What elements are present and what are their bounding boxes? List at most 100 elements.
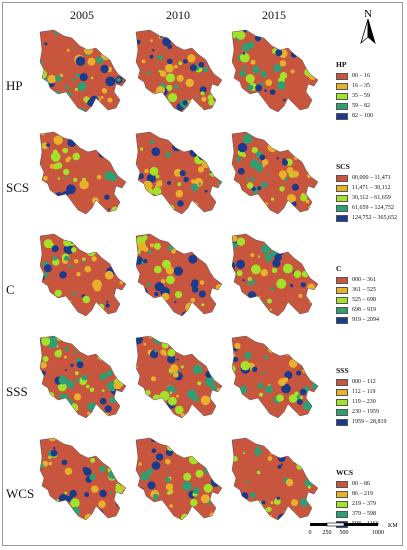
scale-bar: 0 250 500 1000 KM <box>309 522 398 536</box>
legend-item: 59 – 82 <box>336 101 373 111</box>
legend-item: 16 – 35 <box>336 81 373 91</box>
legend-item: 30,112 – 61,659 <box>336 193 397 203</box>
scale-label-500: 500 <box>340 530 349 536</box>
legend-sss: SSS 000 – 112 112 – 119 119 – 230 230 – 1959… <box>336 366 387 427</box>
row-label-scs: SCS <box>6 180 30 195</box>
map-c-2010 <box>135 233 223 317</box>
legend-swatch <box>336 286 348 294</box>
map-hp-2005 <box>39 29 127 113</box>
legend-item: 230 – 1959 <box>336 407 387 417</box>
map-wcs-2005 <box>39 437 127 521</box>
map-sss-2005 <box>39 335 127 419</box>
legend-item: 00 – 16 <box>336 71 373 81</box>
legend-range: 16 – 35 <box>352 83 370 89</box>
legend-item: 000 – 112 <box>336 377 387 387</box>
map-scs-2010 <box>135 131 223 215</box>
map-wcs-2010 <box>135 437 223 521</box>
legend-range: 35 – 59 <box>352 93 370 99</box>
map-scs-2005 <box>39 131 127 215</box>
legend-range: 919 – 2094 <box>352 317 379 323</box>
legend-range: 59 – 82 <box>352 103 370 109</box>
legend-item: 525 – 698 <box>336 295 379 305</box>
row-label-hp: HP <box>6 78 23 93</box>
legend-item: 919 – 2094 <box>336 315 379 325</box>
legend-swatch <box>336 204 348 212</box>
legend-swatch <box>336 92 348 100</box>
legend-item: 112 – 119 <box>336 387 387 397</box>
legend-swatch <box>336 388 348 396</box>
legend-item: 124,752 – 365,652 <box>336 213 397 223</box>
legend-range: 86 – 219 <box>352 491 373 497</box>
legend-range: 119 – 230 <box>352 399 376 405</box>
legend-range: 379 – 598 <box>352 511 376 517</box>
north-arrow-icon: N <box>360 8 376 45</box>
legend-swatch <box>336 214 348 222</box>
legend-range: 61,659 – 124,752 <box>352 205 394 211</box>
scale-unit: KM <box>388 523 398 529</box>
legend-scs: SCS 00,000 – 11,471 11,471 – 30,112 30,112 … <box>336 162 397 223</box>
legend-swatch <box>336 276 348 284</box>
legend-swatch <box>336 378 348 386</box>
legend-swatch <box>336 500 348 508</box>
legend-range: 00 – 16 <box>352 73 370 79</box>
legend-title: SCS <box>336 162 350 171</box>
row-label-wcs: WCS <box>6 486 35 501</box>
map-wcs-2015 <box>231 437 319 521</box>
north-label: N <box>364 8 372 20</box>
legend-swatch <box>336 72 348 80</box>
legend-range: 82 – 100 <box>352 113 373 119</box>
legend-title: HP <box>336 60 347 69</box>
legend-swatch <box>336 418 348 426</box>
legend-item: 35 – 59 <box>336 91 373 101</box>
legend-swatch <box>336 296 348 304</box>
legend-item: 000 – 361 <box>336 275 379 285</box>
legend-range: 361 – 525 <box>352 287 376 293</box>
legend-swatch <box>336 490 348 498</box>
map-sss-2015 <box>231 335 319 419</box>
year-header-2005: 2005 <box>70 8 94 22</box>
legend-item: 86 – 219 <box>336 489 379 499</box>
legend-swatch <box>336 398 348 406</box>
row-label-c: C <box>6 282 15 297</box>
legend-item: 1959 – 28,819 <box>336 417 387 427</box>
legend-range: 230 – 1959 <box>352 409 379 415</box>
year-header-2010: 2010 <box>166 8 190 22</box>
legend-range: 00 – 86 <box>352 481 370 487</box>
legend-range: 1959 – 28,819 <box>352 419 387 425</box>
legend-swatch <box>336 112 348 120</box>
legend-hp: HP 00 – 16 16 – 35 35 – 59 59 – 82 82 – 100 <box>336 60 373 121</box>
year-header-2015: 2015 <box>262 8 286 22</box>
legend-item: 379 – 598 <box>336 509 379 519</box>
legend-range: 000 – 112 <box>352 379 376 385</box>
legend-title: WCS <box>336 468 354 477</box>
legend-swatch <box>336 316 348 324</box>
legend-swatch <box>336 194 348 202</box>
legend-range: 11,471 – 30,112 <box>352 185 391 191</box>
legend-c: C 000 – 361 361 – 525 525 – 698 698 – 919 919… <box>336 264 379 325</box>
scale-label-250: 250 <box>323 530 332 536</box>
map-c-2005 <box>39 233 127 317</box>
legend-item: 00 – 86 <box>336 479 379 489</box>
map-hp-2015 <box>231 29 319 113</box>
legend-item: 11,471 – 30,112 <box>336 183 397 193</box>
map-scs-2015 <box>231 131 319 215</box>
legend-item: 61,659 – 124,752 <box>336 203 397 213</box>
legend-item: 361 – 525 <box>336 285 379 295</box>
legend-range: 698 – 919 <box>352 307 376 313</box>
legend-swatch <box>336 102 348 110</box>
legend-item: 82 – 100 <box>336 111 373 121</box>
legend-swatch <box>336 408 348 416</box>
legend-range: 30,112 – 61,659 <box>352 195 391 201</box>
legend-range: 219 – 379 <box>352 501 376 507</box>
legend-item: 00,000 – 11,471 <box>336 173 397 183</box>
legend-range: 525 – 698 <box>352 297 376 303</box>
map-c-2015 <box>231 233 319 317</box>
legend-title: SSS <box>336 366 349 375</box>
legend-range: 112 – 119 <box>352 389 376 395</box>
row-label-sss: SSS <box>6 384 28 399</box>
legend-swatch <box>336 82 348 90</box>
legend-item: 698 – 919 <box>336 305 379 315</box>
legend-range: 000 – 361 <box>352 277 376 283</box>
legend-swatch <box>336 184 348 192</box>
legend-range: 00,000 – 11,471 <box>352 175 391 181</box>
